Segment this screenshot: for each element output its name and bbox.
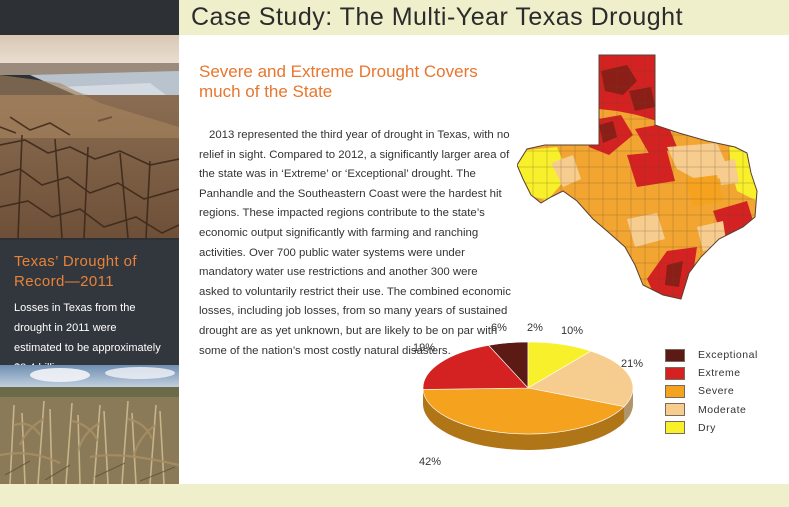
legend-swatch-exceptional <box>665 348 685 362</box>
legend-swatch-severe <box>665 384 685 398</box>
legend-label: Moderate <box>698 403 747 416</box>
pie-label-dry: 10% <box>561 325 584 337</box>
pie-side-severe <box>423 389 625 450</box>
legend-swatch-extreme <box>665 366 685 380</box>
legend-item-moderate: Moderate <box>665 401 758 419</box>
cracked-earth-photo <box>0 35 179 238</box>
legend-label: Severe <box>698 385 735 398</box>
texas-drought-map <box>516 51 785 303</box>
pie-legend: Exceptional Extreme Severe Moderate Dry <box>665 346 758 437</box>
body-paragraph: 2013 represented the third year of droug… <box>199 129 511 357</box>
footer-band <box>0 484 789 507</box>
pie-label-extreme: 19% <box>413 342 436 354</box>
legend-swatch-moderate <box>665 403 685 417</box>
dry-corn-field-photo <box>0 365 179 484</box>
legend-label: Dry <box>698 421 716 434</box>
legend-label: Exceptional <box>698 349 758 362</box>
legend-item-extreme: Extreme <box>665 364 758 382</box>
pie-label-severe: 42% <box>419 456 442 468</box>
pie-side-moderate <box>624 388 633 423</box>
pie-label-dry-extra: 2% <box>527 322 543 334</box>
header-dark-block <box>0 0 179 35</box>
sidebar-title: Texas’ Drought of Record—2011 <box>14 253 137 290</box>
page-title: Case Study: The Multi-Year Texas Drought <box>191 3 684 31</box>
pie-slice-extreme <box>422 345 529 390</box>
legend-item-dry: Dry <box>665 419 758 437</box>
pie-label-moderate: 21% <box>621 358 644 370</box>
pie-slice-moderate <box>527 350 634 407</box>
legend-item-exceptional: Exceptional <box>665 346 758 364</box>
legend-swatch-dry <box>665 421 685 435</box>
main-content: Severe and Extreme Drought Covers much o… <box>179 35 789 484</box>
pie-label-exceptional: 6% <box>491 322 507 334</box>
section-subtitle: Severe and Extreme Drought Covers much o… <box>199 62 478 101</box>
sidebar: Texas’ Drought of Record—2011 Losses in … <box>0 35 179 484</box>
drought-pie-chart: 6% 2% 10% 19% 21% 42% <box>411 322 644 476</box>
legend-item-severe: Severe <box>665 382 758 400</box>
header-bar: Case Study: The Multi-Year Texas Drought <box>0 0 789 35</box>
legend-label: Extreme <box>698 367 741 380</box>
pie-slice-severe <box>422 387 625 435</box>
